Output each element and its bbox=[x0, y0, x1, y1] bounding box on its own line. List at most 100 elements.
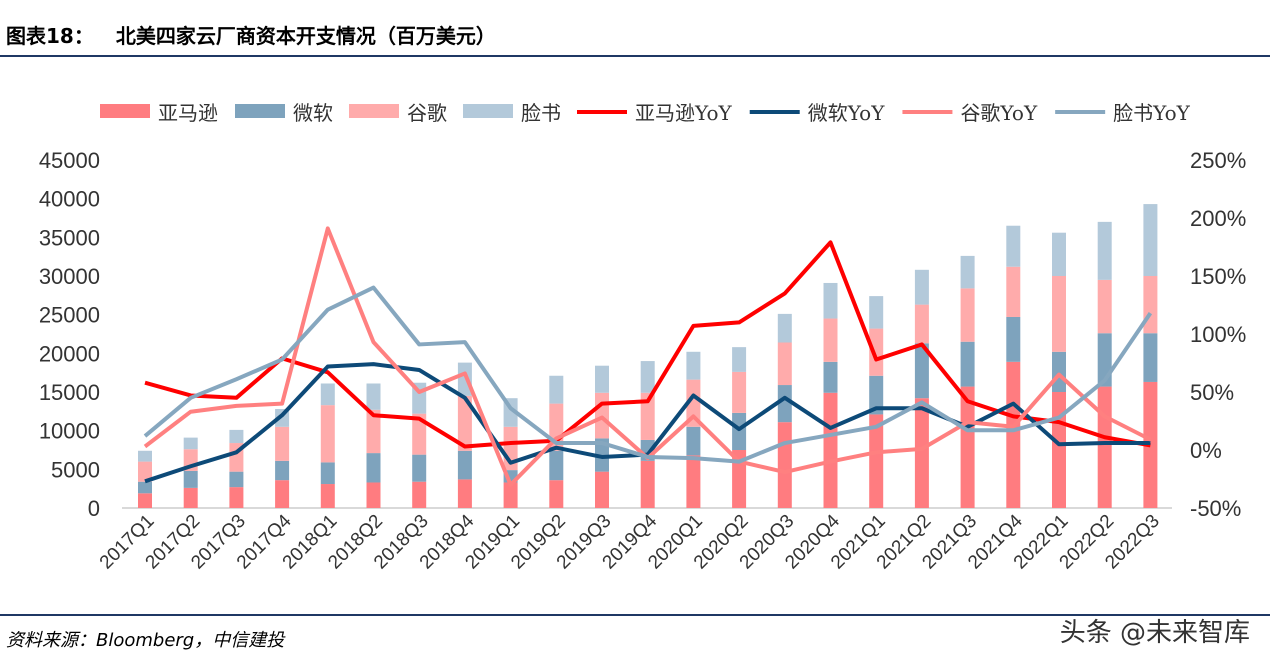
bar-微软 bbox=[1052, 351, 1066, 392]
bar-脸书 bbox=[640, 361, 655, 393]
y-left-tick-label: 10000 bbox=[39, 419, 100, 444]
bar-亚马逊 bbox=[960, 386, 975, 508]
line-微软YoY bbox=[144, 362, 1151, 484]
bar-谷歌 bbox=[138, 461, 152, 482]
legend-label: 脸书 bbox=[521, 101, 561, 125]
bar-谷歌 bbox=[686, 379, 701, 427]
bar-亚马逊 bbox=[503, 482, 518, 508]
legend-swatch bbox=[235, 104, 285, 118]
bar-微软 bbox=[914, 343, 929, 399]
y-right-tick-label: 0% bbox=[1190, 438, 1222, 463]
bar-脸书 bbox=[960, 255, 975, 289]
bar-谷歌 bbox=[366, 409, 381, 454]
y-left-tick-label: 35000 bbox=[39, 225, 100, 250]
bar-亚马逊 bbox=[1052, 392, 1066, 508]
bar-脸书 bbox=[823, 282, 838, 319]
y-left-tick-label: 40000 bbox=[39, 187, 100, 212]
bar-脸书 bbox=[1006, 225, 1021, 267]
bar-亚马逊 bbox=[869, 414, 884, 508]
bar-微软 bbox=[732, 412, 747, 450]
bar-微软 bbox=[457, 450, 472, 480]
bar-亚马逊 bbox=[412, 481, 427, 508]
y-left-tick-label: 15000 bbox=[39, 380, 100, 405]
bar-亚马逊 bbox=[732, 450, 747, 508]
bar-亚马逊 bbox=[138, 493, 152, 508]
bar-脸书 bbox=[320, 383, 335, 406]
y-right-tick-label: -50% bbox=[1190, 496, 1241, 521]
bar-谷歌 bbox=[869, 328, 884, 376]
line-亚马逊YoY bbox=[144, 240, 1151, 449]
bar-谷歌 bbox=[823, 318, 838, 362]
bar-微软 bbox=[366, 453, 381, 483]
bar-亚马逊 bbox=[183, 487, 198, 508]
legend-label: 微软YoY bbox=[808, 101, 886, 125]
bar-谷歌 bbox=[640, 392, 655, 440]
bar-微软 bbox=[229, 471, 244, 488]
figure-title: 图表18： 北美四家云厂商资本开支情况（百万美元） bbox=[6, 20, 518, 49]
bar-谷歌 bbox=[1143, 276, 1158, 334]
bar-脸书 bbox=[183, 437, 198, 450]
bar-微软 bbox=[869, 375, 884, 415]
bar-微软 bbox=[960, 341, 975, 387]
bar-脸书 bbox=[914, 269, 929, 305]
bar-亚马逊 bbox=[686, 455, 701, 508]
bar-脸书 bbox=[1052, 232, 1066, 276]
bar-脸书 bbox=[366, 383, 381, 410]
bar-谷歌 bbox=[1097, 279, 1112, 334]
legend-swatch bbox=[100, 104, 150, 118]
bar-谷歌 bbox=[1052, 276, 1066, 352]
bar-亚马逊 bbox=[275, 480, 290, 508]
bar-谷歌 bbox=[457, 395, 472, 451]
bar-微软 bbox=[686, 426, 701, 456]
legend-swatch bbox=[349, 104, 399, 118]
bar-亚马逊 bbox=[777, 422, 792, 508]
bar-谷歌 bbox=[320, 405, 335, 463]
legend-label: 亚马逊YoY bbox=[635, 101, 733, 125]
y-left-tick-label: 25000 bbox=[39, 303, 100, 328]
bar-脸书 bbox=[457, 362, 472, 396]
y-right-tick-label: 200% bbox=[1190, 206, 1246, 231]
y-left-tick-label: 5000 bbox=[51, 457, 100, 482]
chart-title: 北美四家云厂商资本开支情况（百万美元） bbox=[115, 24, 496, 48]
bar-微软 bbox=[275, 460, 290, 481]
bar-脸书 bbox=[595, 365, 609, 393]
bar-微软 bbox=[138, 481, 152, 494]
legend-label: 微软 bbox=[293, 101, 333, 125]
bar-微软 bbox=[1006, 316, 1021, 362]
bar-脸书 bbox=[1097, 221, 1112, 280]
y-left-tick-label: 30000 bbox=[39, 264, 100, 289]
y-left-tick-label: 0 bbox=[88, 496, 100, 521]
bar-谷歌 bbox=[732, 371, 747, 413]
bar-脸书 bbox=[549, 375, 564, 404]
y-right-tick-label: 100% bbox=[1190, 322, 1246, 347]
figure-label: 图表18： bbox=[6, 24, 94, 48]
bar-微软 bbox=[549, 450, 564, 481]
bar-脸书 bbox=[229, 429, 244, 444]
legend-label: 亚马逊 bbox=[158, 101, 218, 125]
bar-微软 bbox=[777, 385, 792, 423]
y-right-tick-label: 50% bbox=[1190, 380, 1234, 405]
source-note: 资料来源：Bloomberg，中信建投 bbox=[6, 630, 285, 651]
bar-微软 bbox=[320, 462, 335, 485]
line-脸书YoY bbox=[143, 285, 1153, 464]
bar-谷歌 bbox=[914, 304, 929, 344]
bar-亚马逊 bbox=[457, 479, 472, 508]
legend-label: 脸书YoY bbox=[1113, 101, 1191, 125]
bar-微软 bbox=[412, 454, 427, 482]
bar-亚马逊 bbox=[549, 480, 564, 508]
bar-亚马逊 bbox=[229, 487, 244, 508]
legend-swatch bbox=[463, 104, 513, 118]
bar-脸书 bbox=[686, 351, 701, 380]
bar-亚马逊 bbox=[1006, 361, 1021, 508]
bar-微软 bbox=[823, 361, 838, 393]
bar-脸书 bbox=[1143, 204, 1158, 276]
bar-谷歌 bbox=[412, 413, 427, 455]
bar-脸书 bbox=[138, 450, 152, 462]
bar-谷歌 bbox=[960, 288, 975, 342]
watermark: 头条 @未来智库 bbox=[1059, 618, 1250, 648]
bar-微软 bbox=[183, 470, 198, 488]
bar-脸书 bbox=[777, 313, 792, 343]
top-rule bbox=[0, 55, 1270, 57]
bar-微软 bbox=[1143, 333, 1158, 382]
